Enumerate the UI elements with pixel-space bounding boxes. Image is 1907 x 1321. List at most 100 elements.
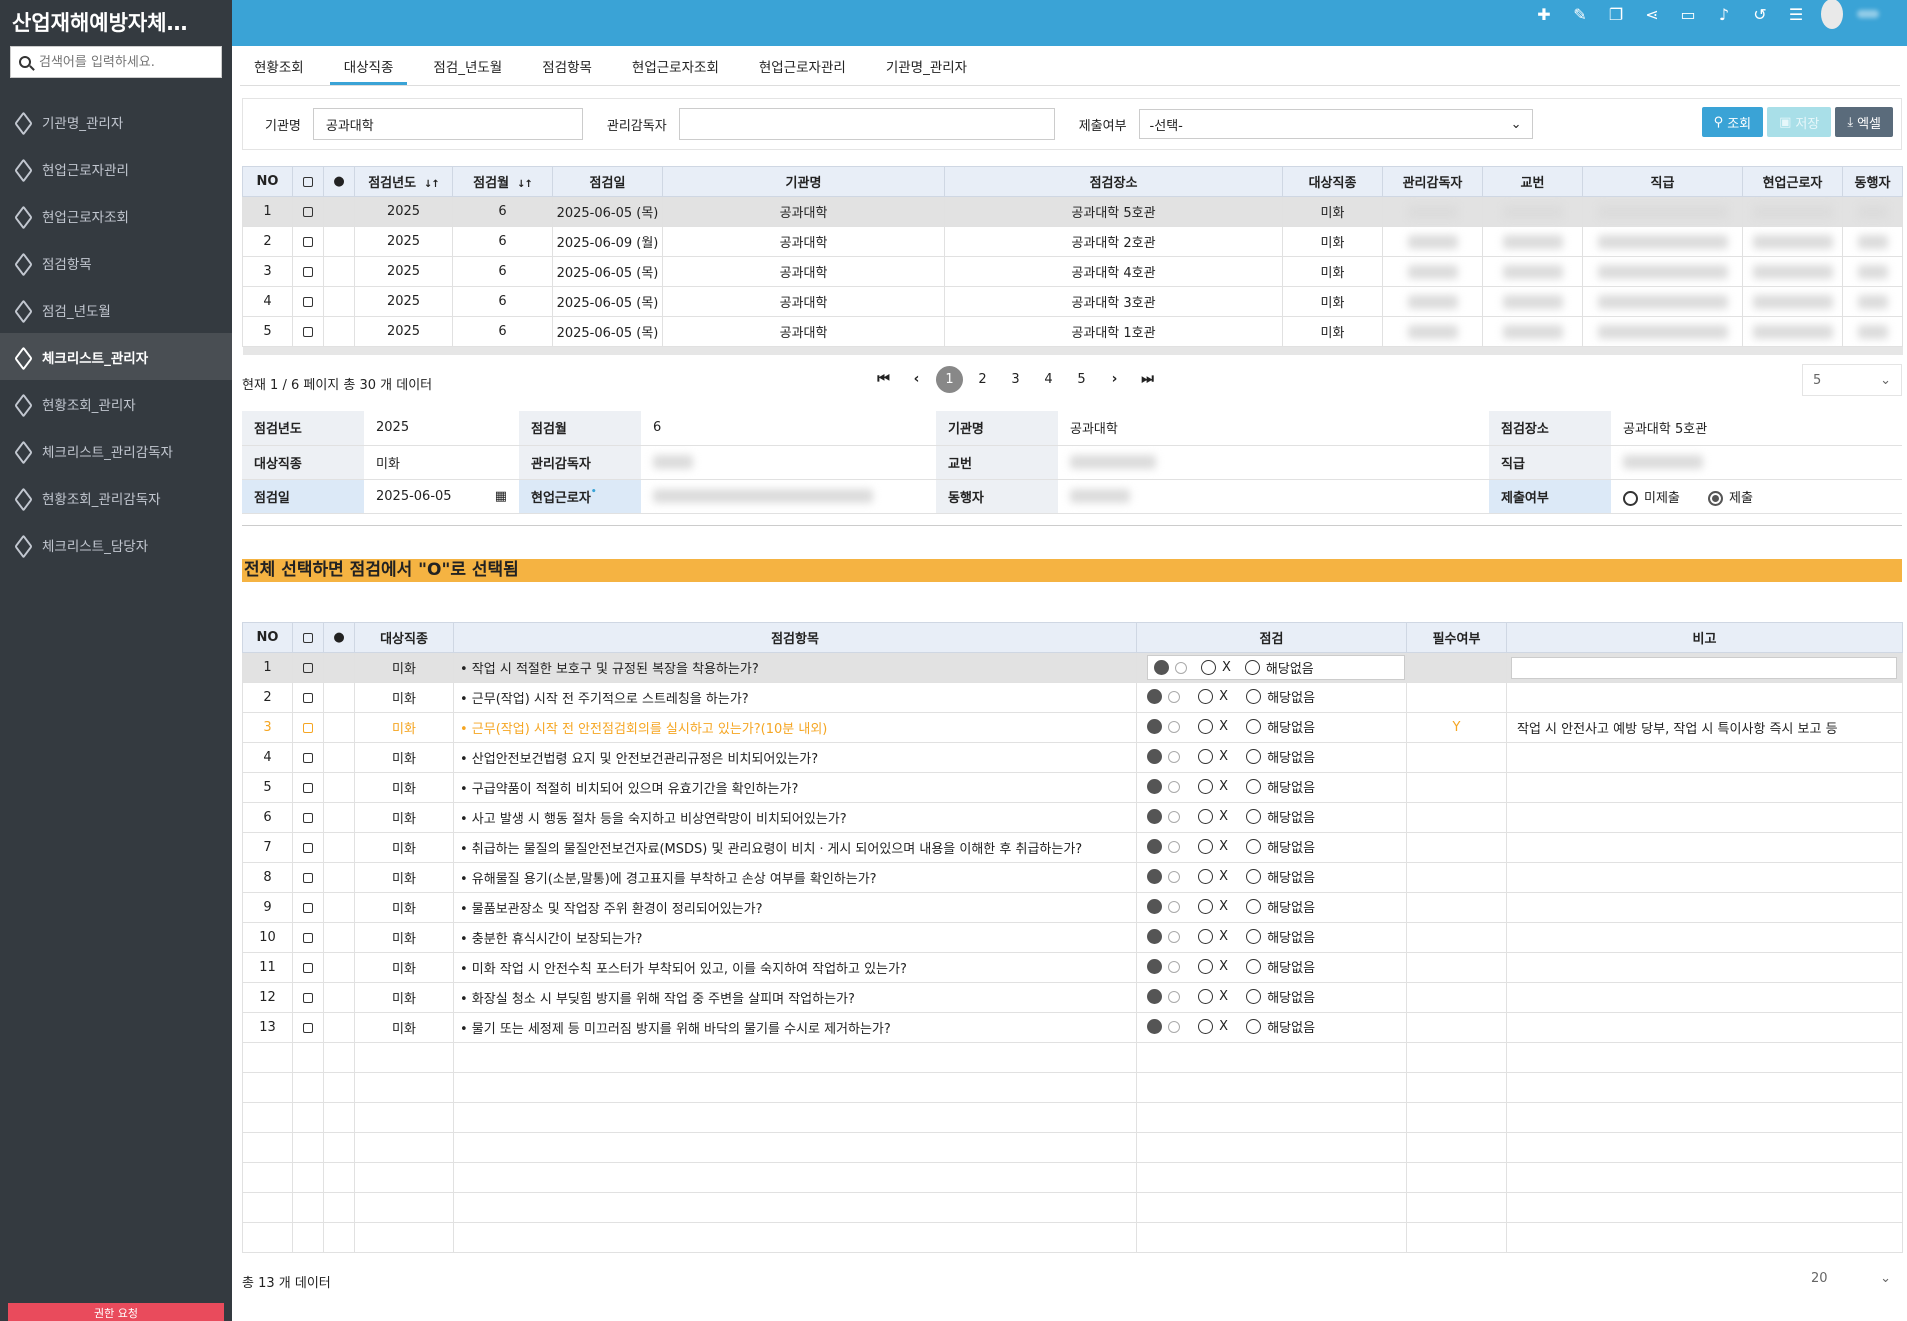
sort-icon[interactable]: ↓↑ — [517, 179, 533, 190]
radio-na[interactable] — [1244, 660, 1260, 675]
radio-x[interactable] — [1201, 660, 1216, 675]
row-checkbox[interactable] — [292, 712, 324, 743]
row-checkbox[interactable] — [292, 742, 324, 773]
radio-na[interactable] — [1246, 959, 1262, 974]
list-item[interactable]: 10 미화 • 충분한 휴식시간이 보장되는가? X 해당없음 — [242, 922, 1903, 953]
radio-x[interactable] — [1198, 959, 1214, 974]
list-item[interactable]: 3 미화 • 근무(작업) 시작 전 안전점검회의를 실시하고 있는가?(10분… — [242, 712, 1903, 743]
page-4[interactable]: 4 — [1044, 372, 1053, 387]
sidebar-item-status-supervisor[interactable]: 현황조회_관리감독자 — [0, 474, 232, 521]
sidebar-item-checklist-staff[interactable]: 체크리스트_담당자 — [0, 521, 232, 568]
checkbox-icon[interactable] — [303, 176, 313, 187]
checkbox-icon[interactable] — [303, 206, 313, 217]
radio-x[interactable] — [1198, 839, 1214, 854]
row-checkbox[interactable] — [292, 652, 324, 683]
radio-x[interactable] — [1198, 1019, 1214, 1034]
plus-icon[interactable]: ✚ — [1537, 4, 1551, 24]
radio-na[interactable] — [1246, 749, 1262, 764]
radio-o-alt[interactable] — [1168, 840, 1180, 853]
org-input[interactable] — [312, 108, 583, 140]
tab-check-items[interactable]: 점검항목 — [542, 60, 592, 76]
edit-icon[interactable]: ✎ — [1573, 4, 1587, 24]
list-item[interactable]: 8 미화 • 유해물질 용기(소분,말통)에 경고표지를 부착하고 손상 여부를… — [242, 862, 1903, 893]
page-3[interactable]: 3 — [1011, 372, 1020, 387]
radio-x[interactable] — [1198, 899, 1214, 914]
radio-o-alt[interactable] — [1168, 990, 1180, 1003]
sidebar-search-input[interactable] — [39, 54, 209, 70]
page-1[interactable]: 1 — [936, 366, 963, 393]
radio-na[interactable] — [1246, 839, 1262, 854]
col-select-all[interactable] — [292, 166, 324, 197]
radio-na[interactable] — [1246, 929, 1262, 944]
radio-x[interactable] — [1198, 689, 1214, 704]
table-row[interactable]: 1 2025 6 2025-06-05 (목) 공과대학 공과대학 5호관 미화 — [242, 196, 1903, 227]
radio-o-alt[interactable] — [1168, 870, 1180, 883]
radio-submitted[interactable] — [1708, 490, 1724, 506]
row-checkbox[interactable] — [292, 892, 324, 923]
checkbox-icon[interactable] — [303, 902, 313, 913]
list-item[interactable]: 7 미화 • 취급하는 물질의 물질안전보건자료(MSDS) 및 관리요령이 비… — [242, 832, 1903, 863]
checkbox-icon[interactable] — [303, 812, 313, 823]
radio-na[interactable] — [1246, 1019, 1262, 1034]
radio-o[interactable] — [1147, 779, 1162, 794]
radio-o-alt[interactable] — [1168, 720, 1180, 733]
checkbox-icon[interactable] — [303, 962, 313, 973]
checkbox-icon[interactable] — [303, 782, 313, 793]
checkbox-icon[interactable] — [303, 872, 313, 883]
checkbox-icon[interactable] — [303, 752, 313, 763]
list-item[interactable]: 9 미화 • 물품보관장소 및 작업장 주위 환경이 정리되어있는가? X 해당… — [242, 892, 1903, 923]
tab-target-job[interactable]: 대상직종 — [329, 52, 408, 85]
radio-na[interactable] — [1246, 779, 1262, 794]
sidebar-item-checklist-supervisor[interactable]: 체크리스트_관리감독자 — [0, 427, 232, 474]
radio-o[interactable] — [1147, 899, 1162, 914]
calendar-icon[interactable]: ▦ — [494, 488, 507, 504]
table-row[interactable]: 4 2025 6 2025-06-05 (목) 공과대학 공과대학 3호관 미화 — [242, 286, 1903, 317]
radio-o-alt[interactable] — [1168, 810, 1180, 823]
row-checkbox[interactable] — [292, 256, 324, 287]
radio-x[interactable] — [1198, 989, 1214, 1004]
tab-year-month[interactable]: 점검_년도월 — [433, 60, 503, 76]
radio-o[interactable] — [1147, 959, 1162, 974]
radio-o-alt[interactable] — [1168, 960, 1180, 973]
sidebar-item-check-items[interactable]: 점검항목 — [0, 239, 232, 286]
radio-x[interactable] — [1198, 869, 1214, 884]
sidebar-item-status-admin[interactable]: 현황조회_관리자 — [0, 380, 232, 427]
server-icon[interactable]: ☰ — [1788, 4, 1804, 24]
list-item[interactable]: 6 미화 • 사고 발생 시 행동 절차 등을 숙지하고 비상연락망이 비치되어… — [242, 802, 1903, 833]
col-year[interactable]: 점검년도 ↓↑ — [354, 166, 453, 197]
row-checkbox[interactable] — [292, 982, 324, 1013]
row-checkbox[interactable] — [292, 862, 324, 893]
radio-x[interactable] — [1198, 719, 1214, 734]
row-checkbox[interactable] — [292, 286, 324, 317]
list-item[interactable]: 11 미화 • 미화 작업 시 안전수칙 포스터가 부착되어 있고, 이를 숙지… — [242, 952, 1903, 983]
row-checkbox[interactable] — [292, 952, 324, 983]
radio-x[interactable] — [1198, 929, 1214, 944]
checkbox-icon[interactable] — [303, 992, 313, 1003]
history-icon[interactable]: ↺ — [1753, 4, 1767, 24]
col-month[interactable]: 점검월 ↓↑ — [452, 166, 553, 197]
radio-o[interactable] — [1147, 689, 1162, 704]
prev-page-icon[interactable]: ‹ — [913, 371, 920, 387]
checklist-page-size-select[interactable]: 20 ⌄ — [1801, 1262, 1901, 1294]
sidebar-item-year-month[interactable]: 점검_년도월 — [0, 286, 232, 333]
avatar[interactable] — [1821, 0, 1843, 29]
radio-na[interactable] — [1246, 989, 1262, 1004]
radio-o[interactable] — [1147, 749, 1162, 764]
row-checkbox[interactable] — [292, 922, 324, 953]
checkbox-icon[interactable] — [303, 722, 313, 733]
checkbox-icon[interactable] — [303, 266, 313, 277]
detail-date-field[interactable]: 2025-06-05 ▦ — [364, 479, 519, 514]
radio-o[interactable] — [1147, 1019, 1162, 1034]
radio-o[interactable] — [1147, 719, 1162, 734]
checkbox-icon[interactable] — [303, 236, 313, 247]
checkbox-icon[interactable] — [303, 842, 313, 853]
row-checkbox[interactable] — [292, 226, 324, 257]
radio-na[interactable] — [1246, 689, 1262, 704]
radio-x[interactable] — [1198, 779, 1214, 794]
tab-worker-manage[interactable]: 현업근로자관리 — [758, 60, 846, 76]
last-page-icon[interactable]: ⏭ — [1141, 371, 1154, 387]
search-button[interactable]: ⚲ 조회 — [1701, 107, 1764, 137]
radio-o-alt[interactable] — [1168, 930, 1180, 943]
table-row[interactable]: 2 2025 6 2025-06-09 (월) 공과대학 공과대학 2호관 미화 — [242, 226, 1903, 257]
scrollbar-track[interactable] — [242, 346, 1903, 355]
